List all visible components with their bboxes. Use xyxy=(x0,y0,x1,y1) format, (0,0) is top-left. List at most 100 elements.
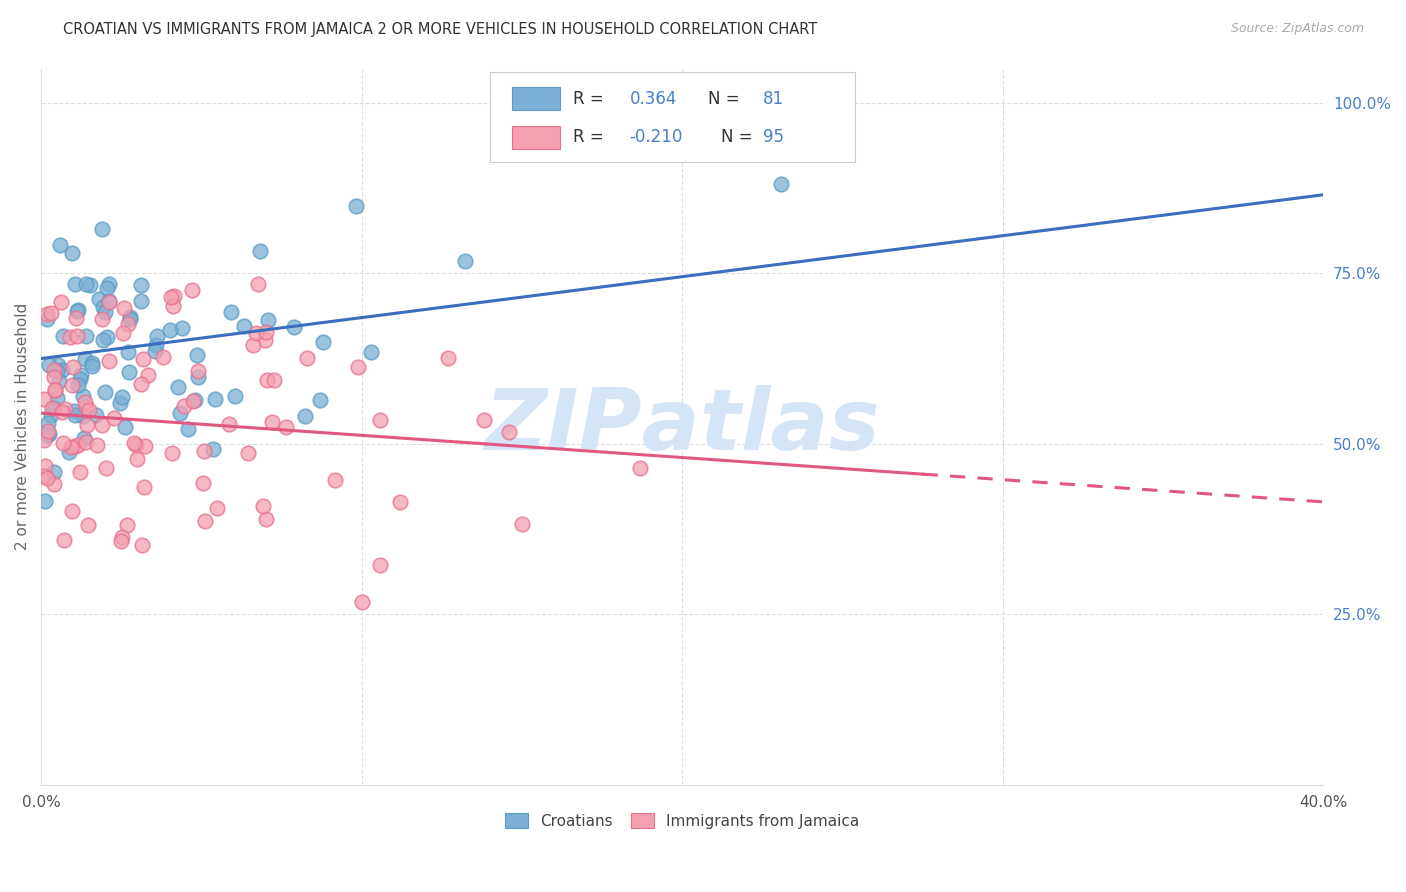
Point xyxy=(256,373,278,387)
Point xyxy=(75,277,97,291)
Point xyxy=(218,417,240,432)
FancyBboxPatch shape xyxy=(512,87,561,111)
Point xyxy=(59,440,82,454)
Text: N =: N = xyxy=(707,90,745,108)
Point xyxy=(389,495,412,509)
Point xyxy=(204,392,226,407)
Point xyxy=(91,333,114,347)
Point xyxy=(187,364,209,378)
Point xyxy=(368,558,391,572)
Point xyxy=(41,306,63,320)
Point xyxy=(48,374,70,388)
Point xyxy=(257,313,280,327)
Point xyxy=(37,416,59,430)
Point xyxy=(173,399,195,413)
Point xyxy=(52,533,75,548)
Text: R =: R = xyxy=(574,90,609,108)
Point xyxy=(236,446,259,460)
Point xyxy=(58,445,80,459)
Point xyxy=(52,435,75,450)
Point xyxy=(249,244,271,259)
Point xyxy=(80,356,103,370)
Point xyxy=(42,401,65,416)
Point xyxy=(103,411,125,425)
Point xyxy=(75,434,97,449)
Point xyxy=(34,392,56,406)
Point xyxy=(125,452,148,467)
Point xyxy=(44,477,66,491)
Point xyxy=(41,401,63,415)
Point xyxy=(49,295,72,310)
Point xyxy=(82,359,104,373)
Point xyxy=(122,436,145,450)
Point xyxy=(352,595,374,609)
Point xyxy=(191,475,214,490)
Point xyxy=(125,438,148,452)
Point xyxy=(59,330,82,344)
Point xyxy=(75,400,97,414)
Point xyxy=(98,354,121,368)
Point xyxy=(69,372,91,386)
Point xyxy=(46,364,69,378)
Point xyxy=(233,319,256,334)
Point xyxy=(37,307,59,321)
Point xyxy=(368,413,391,427)
Point xyxy=(66,329,89,343)
Point xyxy=(134,439,156,453)
Point xyxy=(252,499,274,513)
Point xyxy=(86,438,108,452)
Point xyxy=(129,277,152,292)
Point xyxy=(160,445,183,459)
Legend: Croatians, Immigrants from Jamaica: Croatians, Immigrants from Jamaica xyxy=(499,806,866,835)
Point xyxy=(44,465,66,479)
Point xyxy=(134,480,156,494)
Point xyxy=(93,384,115,399)
Point xyxy=(294,409,316,424)
Point xyxy=(69,465,91,479)
Point xyxy=(52,329,75,343)
Point xyxy=(224,389,246,403)
Point xyxy=(60,504,83,518)
Point xyxy=(75,351,97,366)
Point xyxy=(34,468,56,483)
Point xyxy=(254,325,277,339)
Point xyxy=(205,501,228,516)
Point xyxy=(35,428,58,442)
Point xyxy=(143,344,166,359)
Point xyxy=(114,419,136,434)
Point xyxy=(67,302,90,317)
Point xyxy=(152,351,174,365)
Point xyxy=(38,427,60,442)
Point xyxy=(274,419,297,434)
Point xyxy=(263,373,285,387)
Point xyxy=(110,534,132,549)
Point xyxy=(118,310,141,324)
Point xyxy=(63,409,86,423)
Point xyxy=(62,360,84,375)
Point xyxy=(34,433,56,447)
Point xyxy=(110,529,132,543)
Text: 0.364: 0.364 xyxy=(630,90,678,108)
Point xyxy=(312,335,335,350)
Point xyxy=(187,369,209,384)
Point xyxy=(97,293,120,308)
FancyBboxPatch shape xyxy=(512,126,561,149)
Text: 81: 81 xyxy=(763,90,785,108)
Point xyxy=(53,402,76,417)
Point xyxy=(247,277,270,291)
Point xyxy=(45,391,67,405)
Point xyxy=(769,178,792,192)
Point xyxy=(60,246,83,260)
Point xyxy=(35,471,58,485)
Point xyxy=(132,352,155,367)
Point xyxy=(283,320,305,334)
Point xyxy=(184,392,207,407)
Point xyxy=(347,360,370,375)
Point xyxy=(97,294,120,309)
Point xyxy=(77,403,100,417)
Point xyxy=(297,351,319,366)
Point xyxy=(75,329,97,343)
Point xyxy=(309,392,332,407)
Point xyxy=(91,300,114,314)
Point xyxy=(90,311,112,326)
